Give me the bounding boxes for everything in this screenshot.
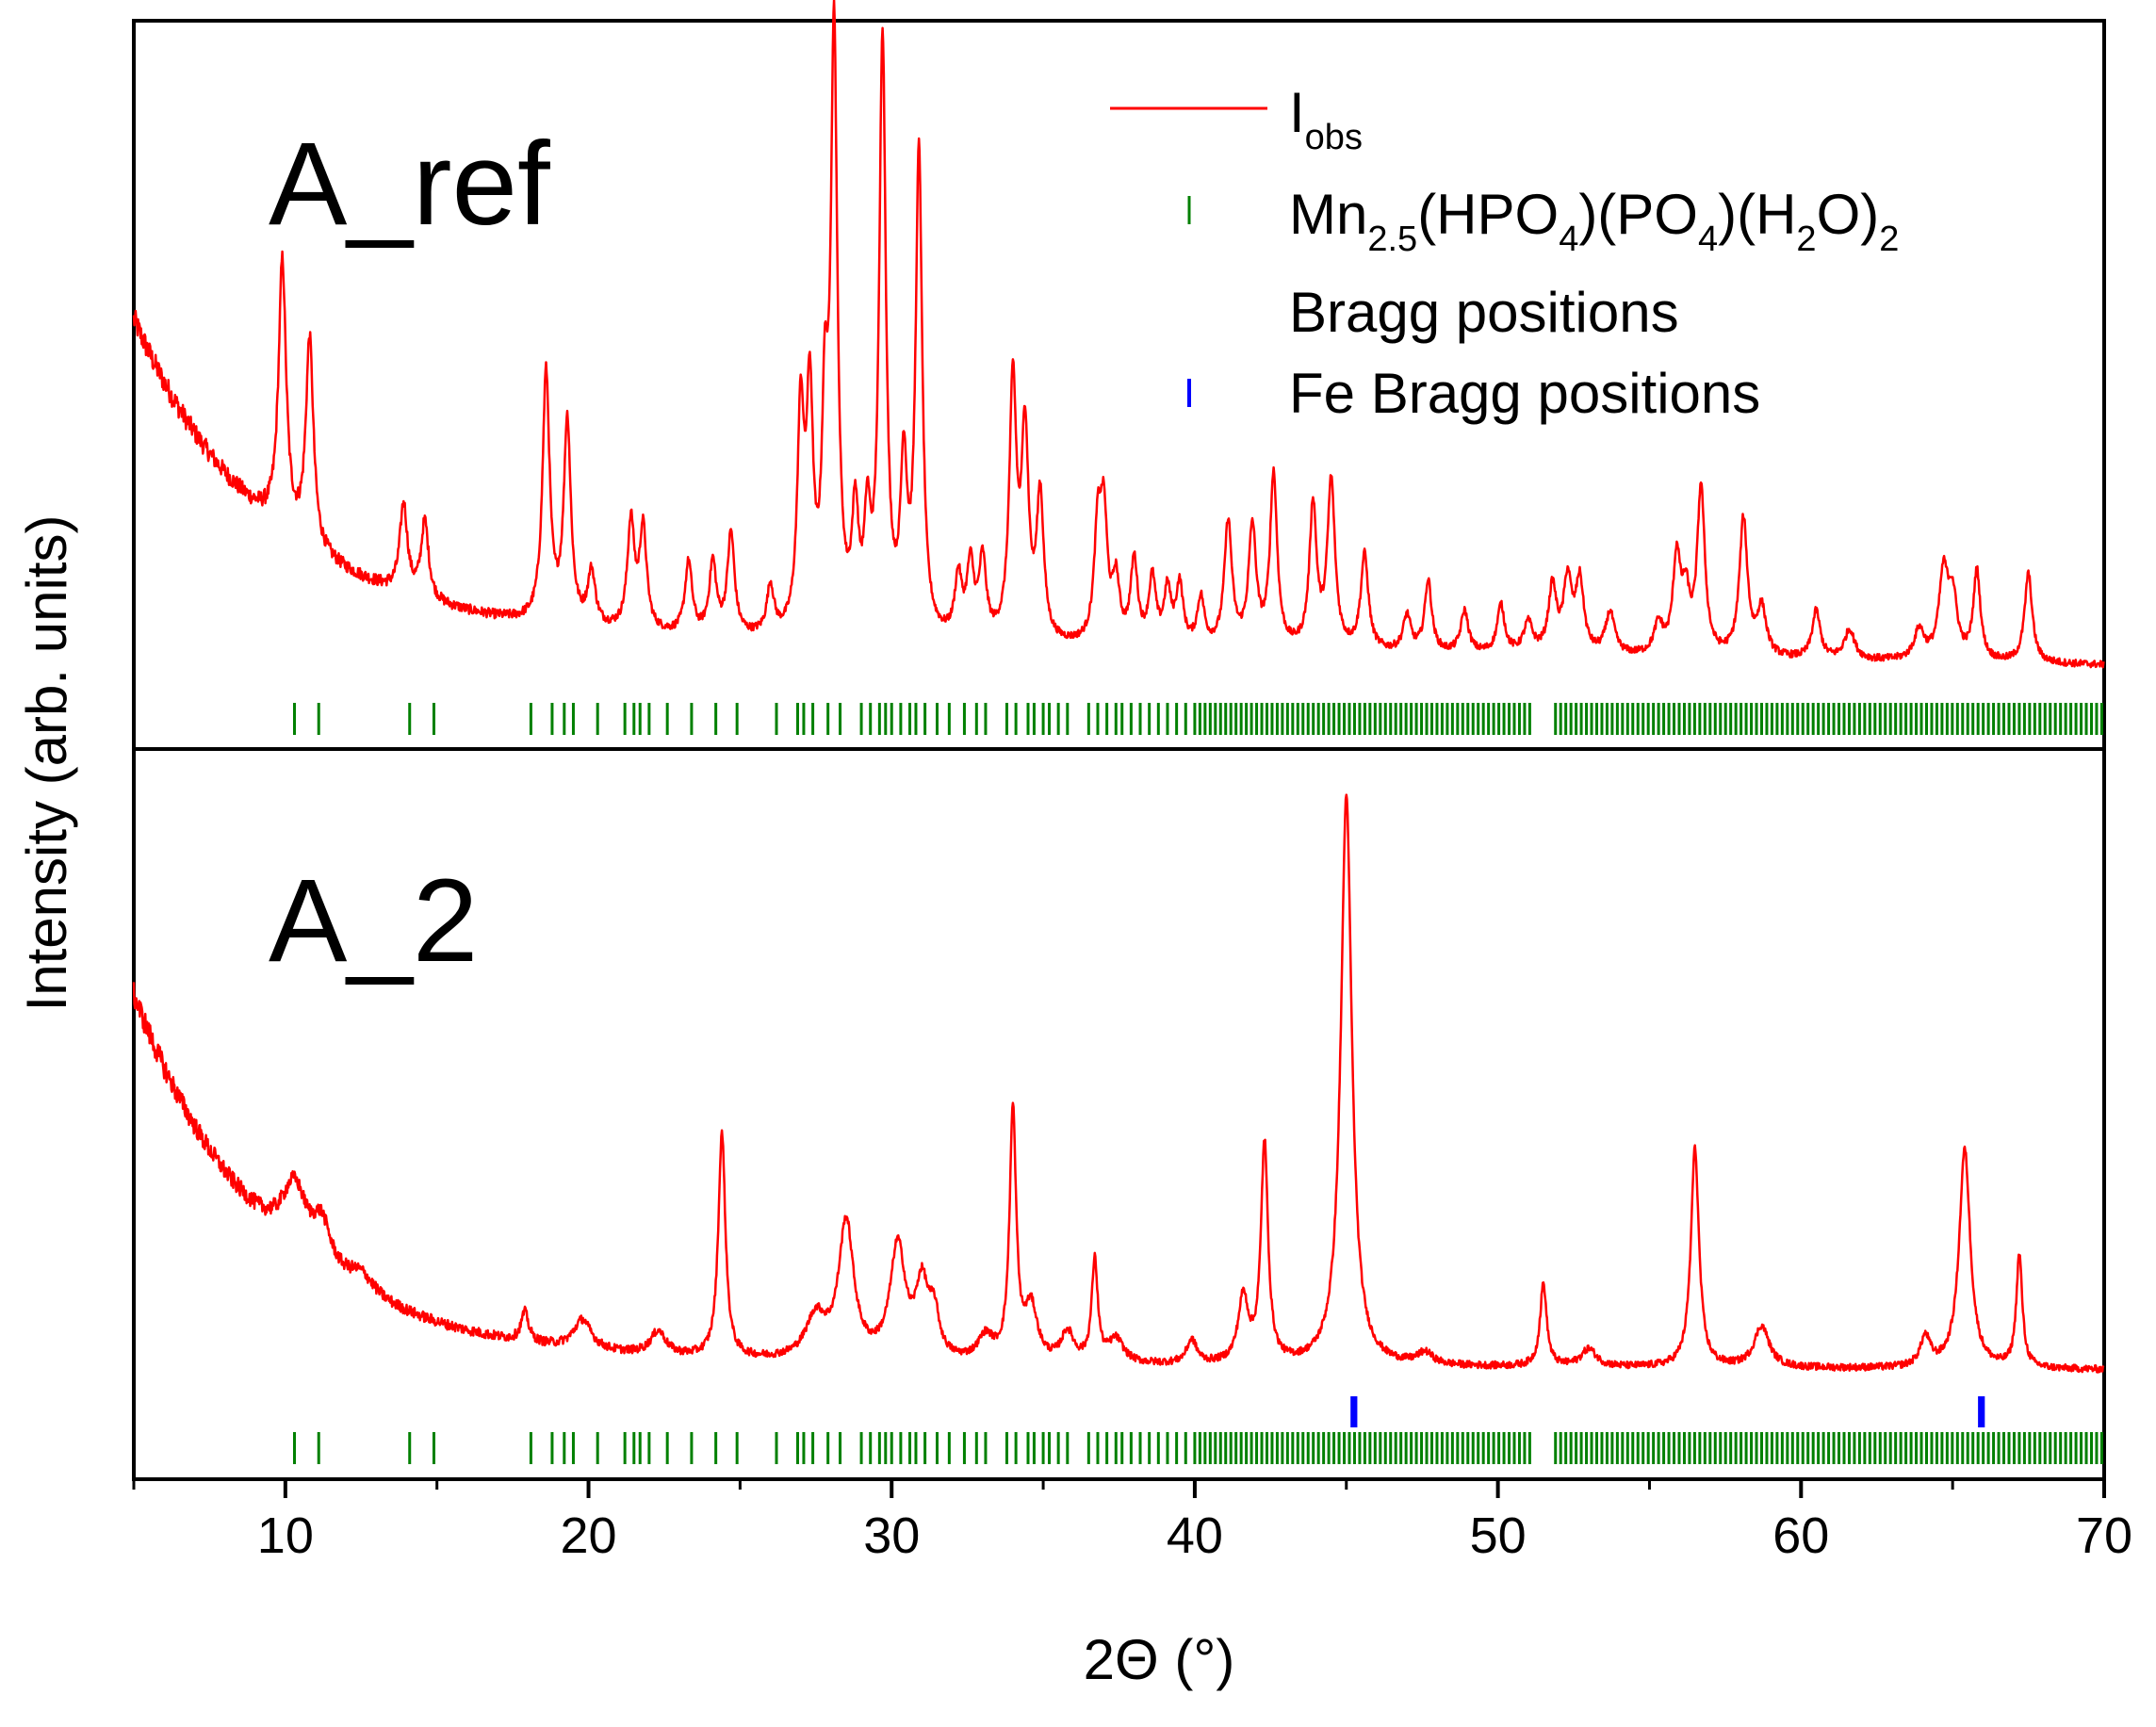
x-tick-label: 30	[863, 1507, 920, 1564]
intensity-curve-a-ref	[132, 0, 2105, 669]
x-tick-label: 60	[1772, 1507, 1829, 1564]
legend-entry-iobs: Iobs	[1110, 81, 1363, 157]
plot-frames	[132, 19, 2106, 1481]
legend-entry-mn: Mn2.5(HPO4)(PO4)(H2O)2 Bragg positions	[1187, 183, 1899, 344]
x-tick-label: 40	[1167, 1507, 1223, 1564]
mn-bragg-ticks-a-2	[292, 1432, 2103, 1464]
x-axis: 10 20 30 40 50 60 70	[132, 1479, 2132, 1564]
legend-label-fe: Fe Bragg positions	[1289, 362, 1760, 425]
y-axis-label: Intensity (arb. units)	[15, 515, 78, 1012]
intensity-curve-a-2	[132, 793, 2105, 1374]
panel-label-a-2: A_2	[269, 855, 478, 986]
legend-label-mn-line2: Bragg positions	[1289, 281, 1679, 344]
mn-bragg-ticks-a-ref	[292, 703, 2103, 735]
legend-label-iobs: Iobs	[1289, 81, 1363, 157]
panel-label-a-ref: A_ref	[269, 119, 550, 250]
plot-frame-a-2	[132, 747, 2106, 1481]
panel-labels: A_ref A_2	[269, 119, 550, 986]
x-tick-label: 50	[1470, 1507, 1527, 1564]
legend: Iobs Mn2.5(HPO4)(PO4)(H2O)2 Bragg position…	[1110, 81, 1899, 425]
legend-label-mn: Mn2.5(HPO4)(PO4)(H2O)2	[1289, 183, 1899, 259]
x-tick-label: 10	[257, 1507, 314, 1564]
fe-bragg-ticks-a-2	[1350, 1396, 1985, 1427]
intensity-curves	[132, 0, 2105, 1374]
x-axis-label: 2Θ (°)	[1084, 1628, 1235, 1691]
legend-entry-fe: Fe Bragg positions	[1187, 362, 1760, 425]
bragg-ticks	[292, 703, 2103, 1464]
x-tick-label: 70	[2076, 1507, 2132, 1564]
x-tick-label: 20	[560, 1507, 616, 1564]
